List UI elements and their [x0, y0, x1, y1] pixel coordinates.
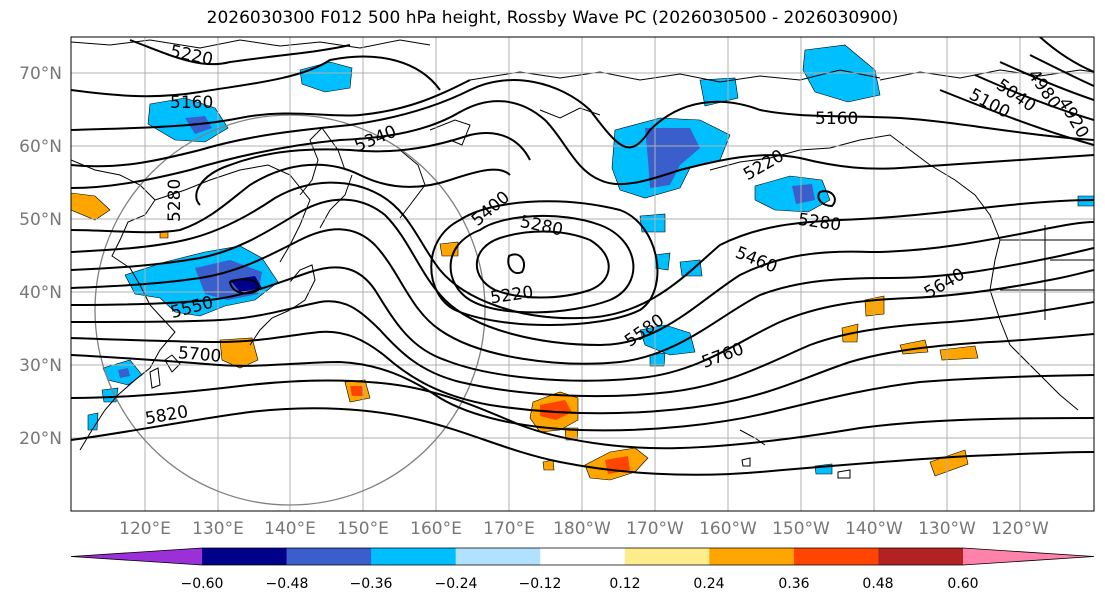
colorbar-tick-label: −0.60: [181, 576, 224, 592]
lat-label: 30°N: [19, 356, 62, 376]
colorbar-segment: [793, 548, 879, 565]
lon-label: 130°W: [918, 519, 976, 539]
lon-label: 180°W: [553, 519, 611, 539]
lon-label: 150°E: [337, 519, 389, 539]
colorbar-segment: [202, 548, 288, 565]
colorbar-tick-label: −0.24: [435, 576, 478, 592]
lat-label: 20°N: [19, 429, 62, 449]
lon-label: 170°E: [483, 519, 535, 539]
colorbar-tick-label: 0.48: [862, 576, 893, 592]
colorbar-segment: [709, 548, 795, 565]
map-frame: [70, 36, 1095, 512]
colorbar-segment: [963, 548, 1094, 565]
colorbar-segment: [624, 548, 710, 565]
colorbar-tick-label: −0.48: [266, 576, 309, 592]
colorbar-tick-label: 0.12: [609, 576, 640, 592]
map-title: 2026030300 F012 500 hPa height, Rossby W…: [206, 8, 899, 28]
colorbar-outline: [70, 547, 1095, 566]
lat-label: 50°N: [19, 210, 62, 230]
colorbar-segment: [455, 548, 541, 565]
lon-label: 160°W: [699, 519, 757, 539]
colorbar-tick-label: −0.36: [350, 576, 393, 592]
latitude-labels: 70°N 60°N 50°N 40°N 30°N 20°N: [19, 64, 62, 449]
colorbar-tick-labels: −0.60 −0.48 −0.36 −0.24 −0.12 0.12 0.24 …: [181, 576, 979, 592]
lon-label: 170°W: [626, 519, 684, 539]
colorbar-segments: [70, 547, 1095, 566]
contour-label: 5700: [177, 343, 222, 367]
colorbar: −0.60 −0.48 −0.36 −0.24 −0.12 0.12 0.24 …: [70, 547, 1095, 592]
lon-label: 150°W: [772, 519, 830, 539]
lon-label: 120°W: [991, 519, 1049, 539]
lon-label: 140°W: [845, 519, 903, 539]
colorbar-tick-label: 0.36: [778, 576, 809, 592]
height-contours: [71, 37, 1094, 476]
colorbar-segment: [540, 548, 626, 565]
contour-label: 5280: [165, 179, 185, 222]
colorbar-segment: [286, 548, 372, 565]
lon-label: 120°E: [119, 519, 171, 539]
colorbar-tick-label: −0.12: [519, 576, 562, 592]
longitude-labels: 120°E 130°E 140°E 150°E 160°E 170°E 180°…: [119, 519, 1049, 539]
colorbar-segment: [371, 548, 457, 565]
colorbar-tick-label: 0.60: [947, 576, 978, 592]
contour-label: 5160: [815, 109, 858, 129]
contour-label: 5160: [170, 93, 213, 113]
lon-label: 130°E: [192, 519, 244, 539]
lat-label: 40°N: [19, 283, 62, 303]
colorbar-segment: [878, 548, 964, 565]
colorbar-tick-label: 0.24: [693, 576, 724, 592]
lat-label: 70°N: [19, 64, 62, 84]
lat-label: 60°N: [19, 137, 62, 157]
colorbar-segment: [71, 548, 202, 565]
reference-circle: [94, 114, 486, 506]
lon-label: 140°E: [264, 519, 316, 539]
lon-label: 160°E: [410, 519, 462, 539]
